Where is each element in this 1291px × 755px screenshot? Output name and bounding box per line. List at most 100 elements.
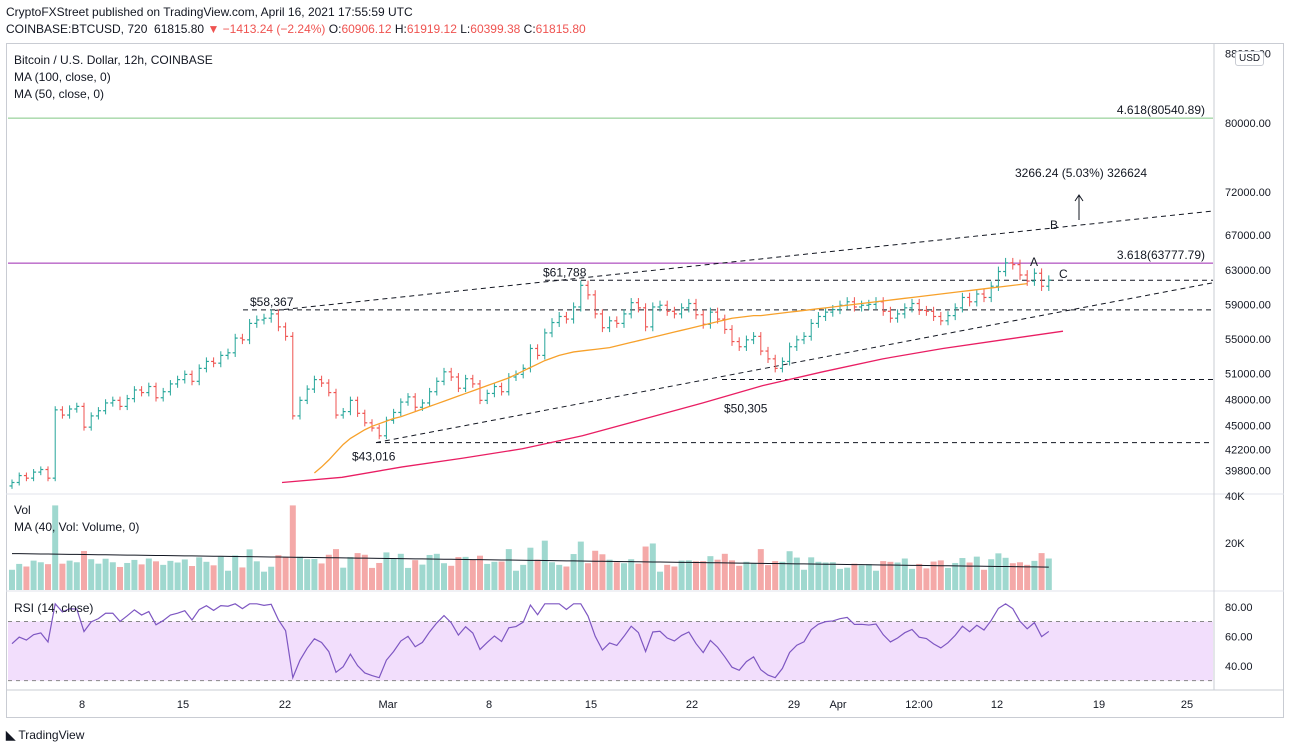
- volume-bar: [405, 567, 411, 590]
- volume-bar: [37, 562, 44, 590]
- currency-badge[interactable]: USD: [1235, 51, 1265, 66]
- volume-bar: [412, 560, 419, 590]
- volume-bar: [419, 564, 426, 590]
- volume-bar: [181, 559, 188, 590]
- volume-bar: [325, 554, 332, 590]
- publisher-line: CryptoFXStreet published on TradingView.…: [6, 5, 413, 19]
- volume-bar: [865, 564, 872, 590]
- volume-bar: [1038, 553, 1045, 590]
- volume-bar: [1031, 560, 1038, 590]
- volume-bar: [268, 566, 275, 590]
- volume-bar: [469, 559, 476, 590]
- legend-vol-ma[interactable]: MA (40, Vol: Volume, 0): [14, 520, 140, 534]
- time-tick-label: 12: [991, 699, 1003, 711]
- volume-bar: [261, 571, 267, 590]
- volume-legend: Vol MA (40, Vol: Volume, 0): [14, 502, 139, 536]
- footer-brand: ◣ TradingView: [6, 728, 84, 742]
- fib-4618-label: 4.618(80540.89): [1117, 103, 1205, 117]
- volume-bar: [66, 560, 73, 590]
- volume-bar: [678, 560, 685, 590]
- legend-ma100[interactable]: MA (100, close, 0): [14, 70, 111, 84]
- volume-bar: [671, 566, 678, 590]
- volume-bar: [297, 556, 303, 590]
- price-tick-label: 72000.00: [1225, 187, 1271, 199]
- volume-bar: [477, 555, 483, 590]
- price-tick-label: 51000.00: [1225, 369, 1271, 381]
- volume-bar: [275, 555, 282, 590]
- support-50305-label: $50,305: [724, 402, 768, 416]
- upper-channel-line: [274, 210, 1214, 311]
- low-label: L:: [460, 22, 471, 36]
- main-legend: Bitcoin / U.S. Dollar, 12h, COINBASE MA …: [14, 52, 213, 103]
- volume-bar: [426, 554, 433, 590]
- volume-bar: [873, 570, 879, 590]
- volume-bar: [901, 558, 908, 590]
- volume-bar: [196, 557, 203, 590]
- volume-bar: [793, 557, 800, 590]
- volume-bar: [750, 563, 757, 590]
- price-tick-label: 59000.00: [1225, 299, 1271, 311]
- volume-bar: [909, 568, 915, 590]
- volume-ma-line: [11, 553, 1049, 568]
- resistance-61788-label: $61,788: [543, 265, 587, 279]
- volume-bar: [448, 565, 455, 590]
- volume-bar: [340, 567, 347, 590]
- price-tick-label: 67000.00: [1225, 230, 1271, 242]
- high-value: 61919.12: [406, 22, 457, 36]
- volume-bar: [685, 560, 692, 590]
- time-tick-label: 22: [279, 699, 291, 711]
- volume-bar: [383, 552, 390, 590]
- volume-bar: [707, 556, 714, 590]
- volume-bar: [945, 567, 951, 590]
- volume-bar: [16, 563, 23, 590]
- volume-bar: [729, 560, 735, 590]
- volume-bar: [966, 562, 973, 590]
- volume-bar: [714, 559, 721, 590]
- rsi-band: [8, 621, 1213, 681]
- legend-rsi[interactable]: RSI (14, close): [14, 601, 94, 615]
- time-tick-label: 8: [79, 699, 85, 711]
- volume-bar: [801, 569, 807, 590]
- volume-bar: [772, 561, 779, 590]
- volume-bar: [642, 546, 649, 590]
- price-tick-label: 45000.00: [1225, 420, 1271, 432]
- measure-label: 3266.24 (5.03%) 326624: [1015, 166, 1147, 180]
- close-label: C:: [523, 22, 536, 36]
- volume-bar: [693, 561, 699, 590]
- volume-bar: [549, 562, 555, 590]
- time-tick-label: 29: [788, 699, 800, 711]
- price-tick-label: 42200.00: [1225, 445, 1271, 457]
- volume-bar: [225, 570, 231, 590]
- volume-bar: [606, 559, 613, 590]
- volume-bar: [635, 563, 642, 590]
- volume-bar: [376, 562, 383, 590]
- volume-bar: [743, 561, 750, 590]
- volume-bar: [779, 561, 786, 590]
- volume-bar: [556, 564, 563, 590]
- volume-bar: [23, 566, 30, 590]
- volume-bar: [541, 540, 548, 590]
- volume-bar: [160, 564, 167, 590]
- volume-bar: [1024, 564, 1031, 590]
- volume-bar: [52, 505, 59, 590]
- volume-bar: [649, 543, 656, 590]
- time-tick-label: 12:00: [905, 699, 933, 711]
- volume-bar: [808, 557, 815, 590]
- time-tick-label: 8: [486, 699, 492, 711]
- volume-bar: [102, 558, 109, 590]
- legend-vol[interactable]: Vol: [14, 503, 31, 517]
- legend-ma50[interactable]: MA (50, close, 0): [14, 87, 105, 101]
- volume-bar: [952, 562, 959, 590]
- volume-bar: [577, 541, 584, 590]
- volume-bar: [109, 562, 116, 590]
- volume-bar: [491, 561, 498, 590]
- volume-tick-label: 20K: [1225, 538, 1245, 550]
- rsi-legend: RSI (14, close): [14, 600, 93, 617]
- volume-bar: [289, 505, 296, 590]
- volume-bar: [505, 549, 512, 590]
- legend-title[interactable]: Bitcoin / U.S. Dollar, 12h, COINBASE: [14, 53, 213, 67]
- volume-bar: [837, 568, 843, 590]
- volume-bar: [347, 557, 354, 590]
- volume-bar: [217, 556, 224, 590]
